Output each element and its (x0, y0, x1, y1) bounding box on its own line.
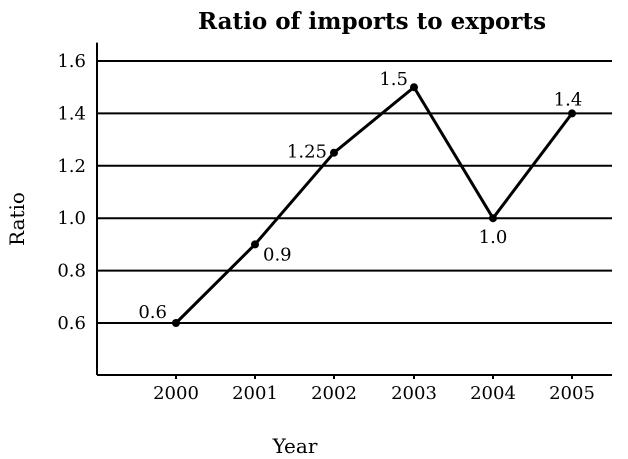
y-tick-label: 1.0 (57, 208, 86, 229)
data-point (172, 319, 180, 327)
data-point (251, 240, 259, 249)
data-point (489, 214, 497, 223)
x-tick-label: 2005 (549, 383, 595, 404)
x-tick-label: 2003 (391, 383, 437, 404)
y-tick-label: 1.6 (57, 51, 86, 72)
y-axis-label: Ratio (5, 192, 29, 246)
y-tick-label: 0.6 (57, 313, 86, 334)
x-tick-label: 2002 (311, 383, 357, 404)
gridlines (97, 60, 612, 324)
data-label: 1.25 (287, 142, 327, 163)
x-tick-labels: 2000 2001 2002 2003 2004 2005 (153, 374, 595, 404)
y-tick-label: 0.8 (57, 261, 86, 282)
data-label: 0.6 (138, 302, 167, 323)
x-tick-label: 2000 (153, 383, 199, 404)
data-point (568, 109, 576, 118)
data-label: 1.0 (479, 227, 508, 248)
data-label: 1.5 (379, 69, 408, 90)
y-tick-label: 1.4 (57, 103, 86, 124)
data-label: 1.4 (554, 89, 583, 110)
chart-title: Ratio of imports to exports (198, 8, 546, 35)
series-line (174, 84, 574, 325)
y-tick-labels: 0.6 0.8 1.0 1.2 1.4 1.6 (57, 51, 86, 334)
data-label: 0.9 (263, 244, 292, 265)
data-points (172, 83, 576, 327)
x-tick-label: 2004 (470, 383, 516, 404)
data-point (330, 148, 338, 157)
x-tick-label: 2001 (232, 383, 278, 404)
y-tick-label: 1.2 (57, 156, 86, 177)
x-axis-label: Year (272, 434, 318, 458)
data-labels: 0.6 0.9 1.25 1.5 1.0 1.4 (138, 69, 582, 323)
data-point (410, 83, 418, 92)
